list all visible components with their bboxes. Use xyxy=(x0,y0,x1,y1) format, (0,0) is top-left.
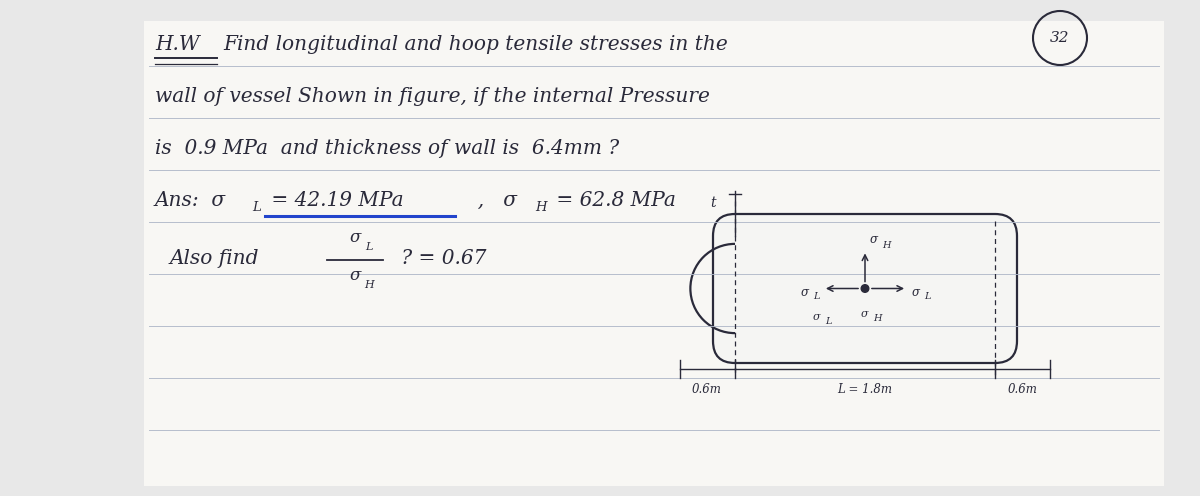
Text: 32: 32 xyxy=(1050,31,1069,45)
Text: L: L xyxy=(924,292,930,301)
Text: 0.6m: 0.6m xyxy=(1008,383,1038,396)
Text: σ: σ xyxy=(912,286,920,299)
Text: L: L xyxy=(814,292,820,301)
Text: 0.6m: 0.6m xyxy=(692,383,722,396)
Text: ,   σ: , σ xyxy=(466,191,517,210)
Text: L: L xyxy=(252,201,260,214)
Text: σ: σ xyxy=(862,310,869,319)
Text: H: H xyxy=(535,201,546,214)
Text: σ: σ xyxy=(870,234,878,247)
Text: Find longitudinal and hoop tensile stresses in the: Find longitudinal and hoop tensile stres… xyxy=(223,35,727,54)
FancyBboxPatch shape xyxy=(713,214,1018,363)
Text: H.W: H.W xyxy=(155,35,199,54)
Text: Also find: Also find xyxy=(170,249,259,268)
Text: L: L xyxy=(365,242,373,252)
Circle shape xyxy=(862,285,869,292)
Text: is  0.9 MPa  and thickness of wall is  6.4mm ?: is 0.9 MPa and thickness of wall is 6.4m… xyxy=(155,139,619,158)
Text: σ: σ xyxy=(802,286,809,299)
Text: L: L xyxy=(826,317,832,326)
Text: t: t xyxy=(710,196,715,210)
Text: H: H xyxy=(882,242,890,250)
Text: = 62.8 MPa: = 62.8 MPa xyxy=(550,191,676,210)
Text: σ: σ xyxy=(349,267,361,284)
Text: σ: σ xyxy=(814,311,821,321)
Text: H: H xyxy=(874,314,882,323)
Text: σ: σ xyxy=(349,229,361,246)
Text: H: H xyxy=(364,280,374,290)
FancyBboxPatch shape xyxy=(144,21,1164,486)
Text: wall of vessel Shown in figure, if the internal Pressure: wall of vessel Shown in figure, if the i… xyxy=(155,87,710,106)
Text: Ans:  σ: Ans: σ xyxy=(155,191,226,210)
Text: ? = 0.67: ? = 0.67 xyxy=(395,249,486,268)
Text: L = 1.8m: L = 1.8m xyxy=(838,383,893,396)
Text: = 42.19 MPa: = 42.19 MPa xyxy=(265,191,403,210)
